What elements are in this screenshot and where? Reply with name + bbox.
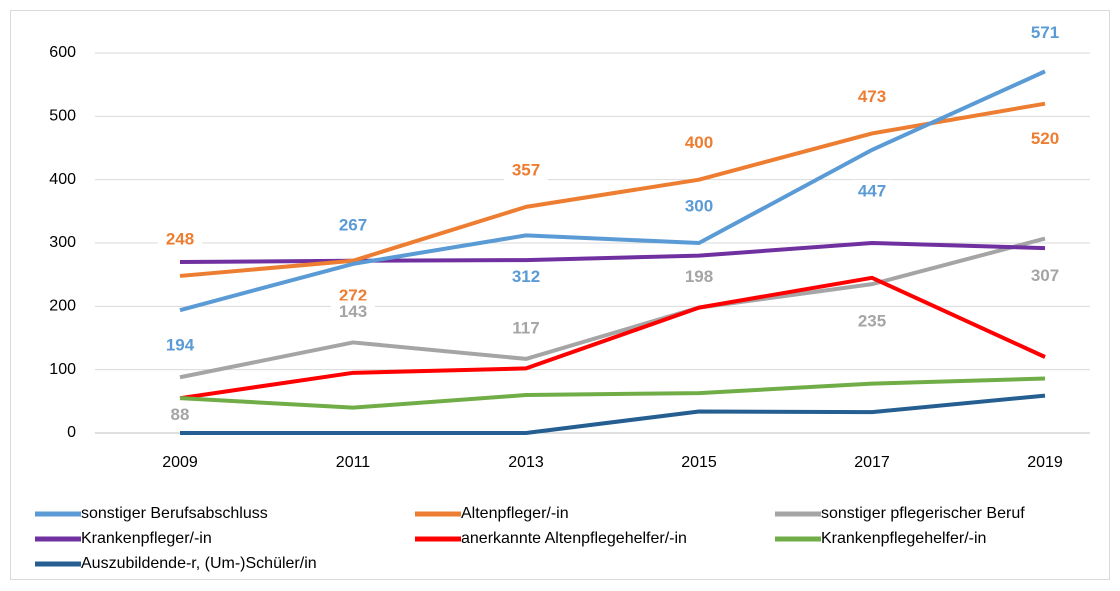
data-label: 447: [858, 181, 886, 200]
data-label-bg: [158, 227, 202, 252]
legend-label: Altenpfleger/-in: [461, 505, 569, 522]
series-line: [179, 376, 1046, 410]
x-tick-label: 2011: [336, 454, 371, 471]
y-tick-label: 0: [67, 424, 76, 441]
data-label-bg: [677, 195, 721, 219]
data-label-bg: [850, 310, 894, 335]
data-label: 520: [1031, 129, 1059, 148]
data-label-bg: [1023, 21, 1067, 46]
series-line: [179, 241, 1046, 264]
data-label: 267: [339, 215, 367, 234]
y-tick-label: 300: [49, 234, 76, 251]
data-label: 235: [858, 312, 886, 331]
series-line: [180, 393, 1046, 435]
series-line: [179, 101, 1046, 278]
data-label: 312: [512, 267, 540, 286]
data-label-bg: [504, 265, 548, 290]
series-line: [179, 69, 1046, 313]
data-label: 357: [512, 160, 540, 179]
x-tick-label: 2013: [508, 454, 544, 471]
y-tick-label: 100: [49, 361, 76, 378]
data-label-bg: [158, 334, 202, 359]
data-label: 88: [171, 405, 190, 424]
data-label-bg: [677, 265, 721, 290]
legend-label: sonstiger pflegerischer Beruf: [821, 505, 1025, 522]
data-label-bg: [504, 158, 548, 183]
x-tick-label: 2019: [1027, 454, 1063, 471]
data-label: 307: [1031, 266, 1059, 285]
y-tick-label: 400: [49, 171, 76, 188]
legend-label: Krankenpfleger/-in: [81, 530, 212, 547]
data-label: 400: [685, 133, 713, 152]
data-label-bg: [850, 179, 894, 204]
x-tick-label: 2009: [162, 454, 198, 471]
data-label: 248: [166, 229, 194, 248]
data-label-bg: [331, 213, 375, 238]
legend-label: anerkannte Altenpflegehelfer/-in: [461, 530, 687, 547]
x-tick-label: 2017: [854, 454, 890, 471]
legend-label: Auszubildende-r, (Um-)Schüler/in: [81, 555, 317, 572]
data-label-bg: [850, 85, 894, 110]
legend-label: Krankenpflegehelfer/-in: [821, 530, 986, 547]
data-label: 473: [858, 87, 886, 106]
data-label-bg: [677, 131, 721, 156]
y-tick-label: 600: [49, 44, 76, 61]
series-line: [179, 275, 1046, 401]
legend-label: sonstiger Berufsabschluss: [81, 505, 268, 522]
data-label-bg: [158, 403, 202, 428]
data-label: 194: [166, 336, 195, 355]
data-label-bg: [1023, 264, 1067, 289]
y-tick-label: 200: [49, 298, 76, 315]
data-label: 300: [685, 196, 713, 215]
data-label: 571: [1031, 23, 1059, 42]
data-label-bg: [504, 316, 548, 341]
y-tick-label: 500: [49, 108, 76, 125]
chart-border: [10, 10, 1110, 580]
x-tick-label: 2015: [681, 454, 717, 471]
data-label-bg: [331, 300, 375, 325]
series-line: [179, 236, 1046, 380]
data-label: 198: [685, 267, 713, 286]
data-label: 117: [512, 318, 539, 337]
data-label-bg: [1023, 127, 1067, 152]
data-label: 143: [339, 302, 367, 321]
